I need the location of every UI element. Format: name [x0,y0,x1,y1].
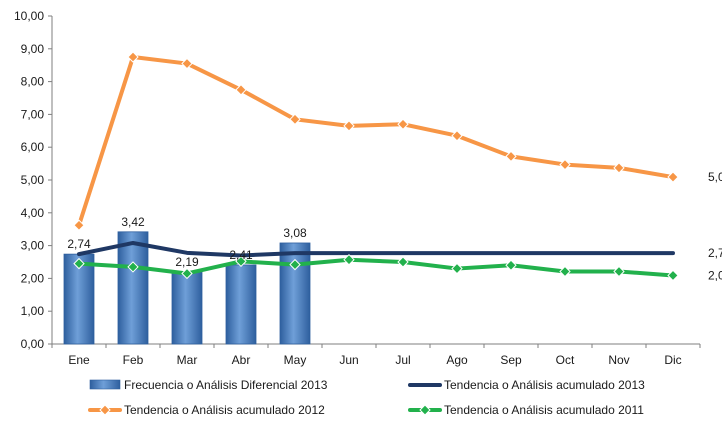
y-tick-label: 7,00 [21,107,45,121]
x-tick-label: Mar [177,353,198,367]
series-point [343,253,355,266]
bar-value-label: 2,41 [229,248,253,262]
series-point [505,259,517,271]
line-value-label: 5,09 [708,170,722,184]
x-tick-label: Oct [556,353,575,367]
series-line [77,257,675,278]
x-tick-label: Feb [123,353,144,367]
legend-label: Frecuencia o Análisis Diferencial 2013 [124,378,328,392]
y-tick-label: 9,00 [21,42,45,56]
series-point [73,257,85,270]
x-tick-label: Abr [232,353,251,367]
series-point [667,171,679,183]
series-point [235,84,247,96]
series-point [397,256,409,268]
y-tick-label: 4,00 [21,206,45,220]
series-point [289,113,301,126]
bar-value-label: 2,74 [67,237,91,251]
series-point [181,267,193,280]
series-point [289,258,301,271]
bar [117,231,149,345]
bar [225,264,257,345]
series-point [505,150,517,163]
series-point [235,255,247,268]
bar [279,242,311,345]
y-tick-label: 10,00 [14,9,44,23]
series-point [397,118,409,130]
axes: 0,00 1,00 2,00 3,00 4,00 5,00 6,00 7,00 8,00 9,00… [14,9,701,367]
y-tick-label: 8,00 [21,75,45,89]
bar-value-label: 3,42 [121,215,145,229]
legend-marker [419,404,431,416]
y-tick-label: 2,00 [21,271,45,285]
series-point [613,265,625,278]
legend-label: Tendencia o Análisis acumulado 2012 [124,403,325,417]
x-tick-label: Dic [664,353,681,367]
legend-label: Tendencia o Análisis acumulado 2011 [444,403,644,417]
bar-series [63,231,311,345]
line-series [73,51,679,282]
series-point [559,265,571,278]
legend-marker [99,404,111,416]
data-labels: 2,74 3,42 2,19 2,41 3,08 2,77 5,09 2,09 [67,170,722,282]
series-point [451,130,463,142]
legend: Frecuencia o Análisis Diferencial 2013 Te… [88,378,645,417]
series-point [127,51,139,63]
x-tick-label: Nov [608,353,629,367]
series-point [181,57,193,70]
series-line [77,240,675,258]
line-value-label: 2,09 [708,268,722,282]
y-tick-label: 1,00 [21,304,45,318]
legend-label: Tendencia o Análisis acumulado 2013 [444,378,645,392]
y-tick-label: 3,00 [21,239,45,253]
series-point [73,219,85,231]
series-point [667,269,679,282]
series-point [559,158,571,171]
x-tick-label: Jun [339,353,358,367]
x-tick-label: Sep [500,353,522,367]
bar-value-label: 2,19 [175,255,199,269]
line-value-label: 2,77 [708,246,722,260]
series-point [343,120,355,132]
legend-swatch [89,379,121,390]
series-point [127,261,139,273]
x-tick-label: Jul [395,353,410,367]
series-point [613,162,625,174]
x-tick-label: May [284,353,307,367]
bar-value-label: 3,08 [283,226,307,240]
series-point [451,262,463,275]
x-tick-label: Ago [446,353,468,367]
y-tick-label: 6,00 [21,140,45,154]
series-line [77,55,675,228]
bar [171,271,203,345]
y-tick-label: 5,00 [21,173,45,187]
x-tick-label: Ene [68,353,90,367]
y-tick-label: 0,00 [21,337,45,351]
